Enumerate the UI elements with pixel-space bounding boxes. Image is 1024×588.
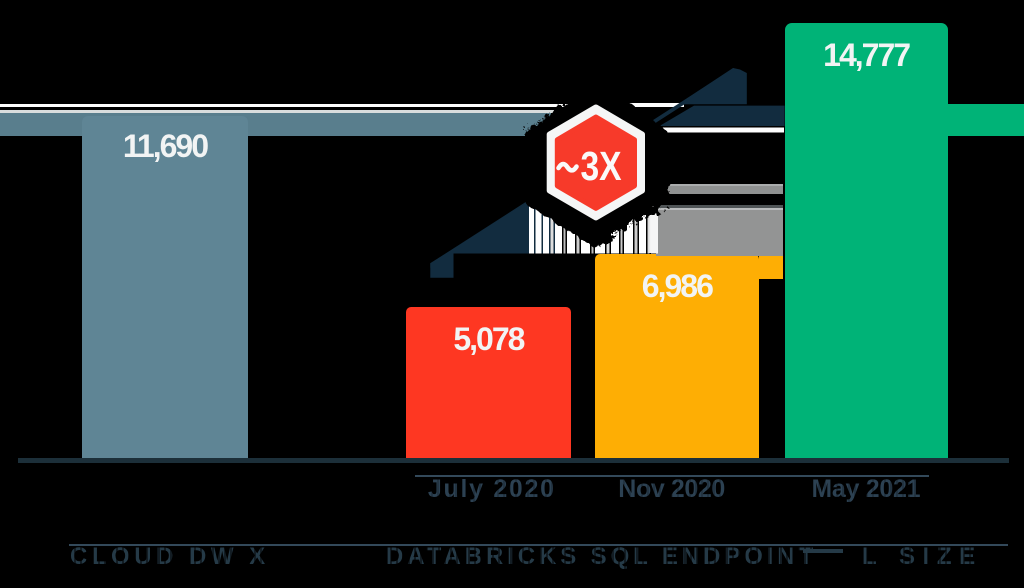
svg-text:3X: 3X	[580, 143, 621, 189]
